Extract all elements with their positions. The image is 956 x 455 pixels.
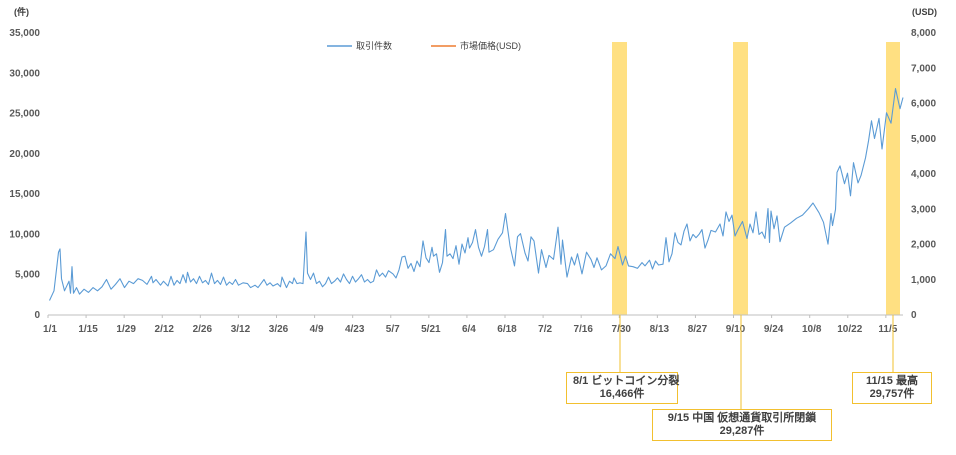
x-tick-label: 4/9 [310,324,324,335]
x-tick-label: 2/26 [193,324,213,335]
x-tick-label: 3/26 [269,324,289,335]
y-right-tick-label: 2,000 [911,240,936,251]
y-left-tick-label: 5,000 [15,270,40,281]
event-highlights [612,42,900,315]
y-left-tick-label: 30,000 [9,68,40,79]
left-axis-unit: (件) [14,6,29,17]
callout-china-exchange-value: 29,287件 [719,425,765,437]
x-tick-label: 8/27 [688,324,708,335]
series-line-0 [49,88,904,301]
x-tick-label: 3/12 [231,324,251,335]
x-tick-label: 7/2 [538,324,552,335]
callout-max: 11/15 最高 29,757件 [852,372,932,404]
y-right-tick-label: 5,000 [911,134,936,145]
x-tick-label: 5/21 [421,324,441,335]
x-tick-label: 6/18 [497,324,517,335]
x-tick-label: 6/4 [462,324,476,335]
callout-bitcoin-split: 8/1 ビットコイン分裂 16,466件 [566,372,680,404]
highlight-band-1 [733,42,748,315]
y-right-tick-label: 6,000 [911,99,936,110]
y-left-tick-label: 35,000 [9,28,40,39]
y-right-tick-label: 3,000 [911,204,936,215]
legend-label-price: 市場価格(USD) [460,40,521,51]
y-left-tick-label: 0 [34,310,40,321]
callout-leaders [619,315,894,409]
highlight-band-0 [612,42,627,315]
callout-china-exchange-title: 9/15 中国 仮想通貨取引所閉鎖 [667,412,817,424]
x-tick-label: 9/24 [764,324,784,335]
x-tick-label: 5/7 [386,324,400,335]
x-tick-label: 10/8 [802,324,822,335]
highlight-band-2 [886,42,900,315]
x-tick-label: 11/5 [878,324,897,335]
x-tick-label: 10/22 [837,324,862,335]
y-left-tick-label: 10,000 [9,229,40,240]
x-tick-label: 7/30 [612,324,632,335]
x-tick-label: 1/15 [78,324,98,335]
y-right-tick-label: 8,000 [911,28,936,39]
y-right-tick-label: 0 [911,310,917,321]
x-tick-label: 8/13 [650,324,670,335]
y-right-tick-label: 4,000 [911,169,936,180]
series-lines [49,88,904,301]
y-left-tick-label: 25,000 [9,109,40,120]
x-tick-label: 7/16 [573,324,593,335]
x-tick-label: 1/29 [116,324,136,335]
callout-china-exchange: 9/15 中国 仮想通貨取引所閉鎖 29,287件 [652,409,832,441]
right-axis-unit: (USD) [912,7,937,17]
callout-bitcoin-split-value: 16,466件 [599,388,645,400]
x-tick-label: 2/12 [155,324,175,335]
callout-bitcoin-split-title: 8/1 ビットコイン分裂 [573,375,680,387]
y-left-tick-label: 15,000 [9,189,40,200]
y-left-tick-label: 20,000 [9,149,40,160]
axes: 0 5,000 10,000 15,000 20,000 25,000 30,000 35,0… [9,28,936,335]
legend-label-trades: 取引件数 [356,40,392,51]
x-tick-label: 4/23 [345,324,365,335]
y-right-tick-label: 1,000 [911,275,936,286]
x-tick-label: 9/10 [726,324,746,335]
callout-max-value: 29,757件 [869,388,915,400]
x-tick-label: 1/1 [43,324,57,335]
callout-max-title: 11/15 最高 [866,375,918,387]
legend: 取引件数 市場価格(USD) [327,40,521,51]
y-right-tick-label: 7,000 [911,63,936,74]
